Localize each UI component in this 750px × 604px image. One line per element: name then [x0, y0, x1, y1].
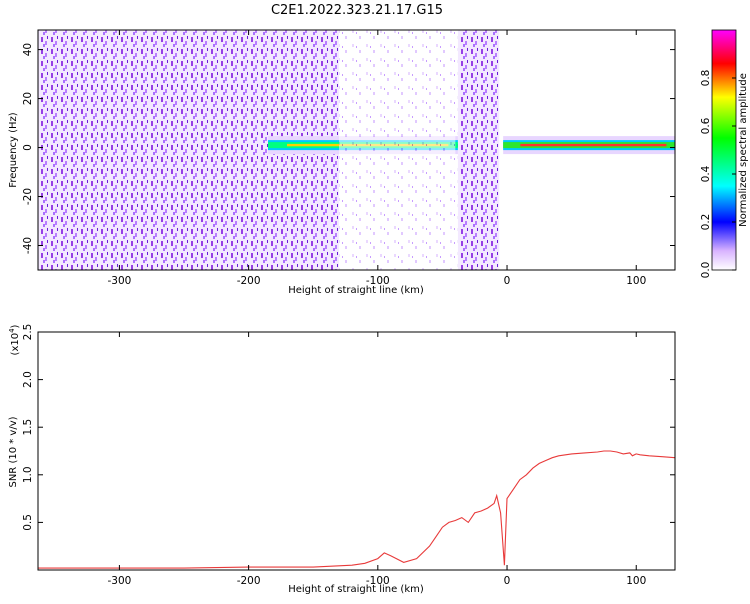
colorbar-tick-label-0: 0.0	[700, 262, 712, 279]
snr-series-line	[38, 450, 676, 569]
spectrogram-y-tick-label-3: 20	[22, 92, 34, 105]
spectrogram-y-label: Frequency (Hz)	[8, 112, 19, 188]
spectrogram-x-tick-label-4: 100	[626, 275, 646, 287]
snr-x-tick-label-3: 0	[504, 575, 511, 587]
spectrogram-x-tick-label-2: -100	[366, 275, 390, 287]
snr-y-tick-label-0: 0.5	[22, 514, 34, 531]
spectrogram-x-ticks: -300 -200 -100 0 100	[107, 30, 646, 287]
snr-x-tick-label-1: -200	[237, 575, 261, 587]
figure-title: C2E1.2022.323.21.17.G15	[271, 3, 443, 18]
spectrogram-marks	[38, 30, 675, 270]
snr-panel: -300 -200 -100 0 100 0.5 1.0 1.5 2.0 2.5 Height …	[8, 324, 676, 595]
spectrogram-x-tick-label-0: -300	[107, 275, 131, 287]
colorbar-label: Normalized spectral amplitude	[738, 73, 749, 227]
spectrogram-band-core-3	[520, 143, 667, 147]
snr-frame	[37, 331, 676, 571]
colorbar-tick-label-3: 0.6	[700, 117, 712, 134]
spectrogram-frame	[37, 29, 676, 271]
snr-x-label: Height of straight line (km)	[288, 584, 424, 595]
colorbar-ticks: 0.0 0.2 0.4 0.6 0.8	[700, 70, 736, 279]
spectrogram-light-scatter	[339, 30, 456, 270]
snr-marks	[38, 450, 676, 569]
snr-y-tick-label-1: 1.0	[22, 466, 34, 483]
snr-x-tick-label-4: 100	[626, 575, 646, 587]
snr-x-tick-label-2: -100	[366, 575, 390, 587]
spectrogram-y-tick-label-4: 40	[22, 43, 34, 56]
snr-y-multiplier: (x104)	[8, 324, 21, 355]
snr-y-label: SNR (10 * v/v)	[8, 416, 19, 487]
snr-x-ticks: -300 -200 -100 0 100	[107, 332, 646, 587]
colorbar-gradient	[711, 29, 737, 271]
spectrogram-x-tick-label-1: -200	[237, 275, 261, 287]
spectrogram-x-tick-label-3: 0	[504, 275, 511, 287]
snr-background	[38, 332, 675, 570]
snr-x-tick-label-0: -300	[107, 575, 131, 587]
snr-y-tick-label-2: 1.5	[22, 419, 34, 436]
colorbar-tick-label-4: 0.8	[700, 70, 712, 87]
spectrogram-y-ticks: -40 -20 0 20 40	[22, 43, 675, 254]
spectrogram-y-tick-label-2: 0	[22, 144, 34, 151]
colorbar-tick-label-1: 0.2	[700, 214, 712, 231]
snr-y-tick-label-3: 2.0	[22, 371, 34, 388]
spectrogram-y-tick-label-0: -40	[22, 237, 34, 254]
snr-y-tick-label-4: 2.5	[22, 324, 34, 341]
spectrogram-y-tick-label-1: -20	[22, 188, 34, 205]
colorbar-tick-label-2: 0.4	[700, 165, 712, 182]
colorbar: 0.0 0.2 0.4 0.6 0.8 Normalized spectral ampl…	[700, 29, 749, 279]
spectrogram-region-2	[457, 30, 500, 270]
snr-y-ticks: 0.5 1.0 1.5 2.0 2.5	[22, 324, 675, 531]
spectrogram-x-label: Height of straight line (km)	[288, 285, 424, 296]
